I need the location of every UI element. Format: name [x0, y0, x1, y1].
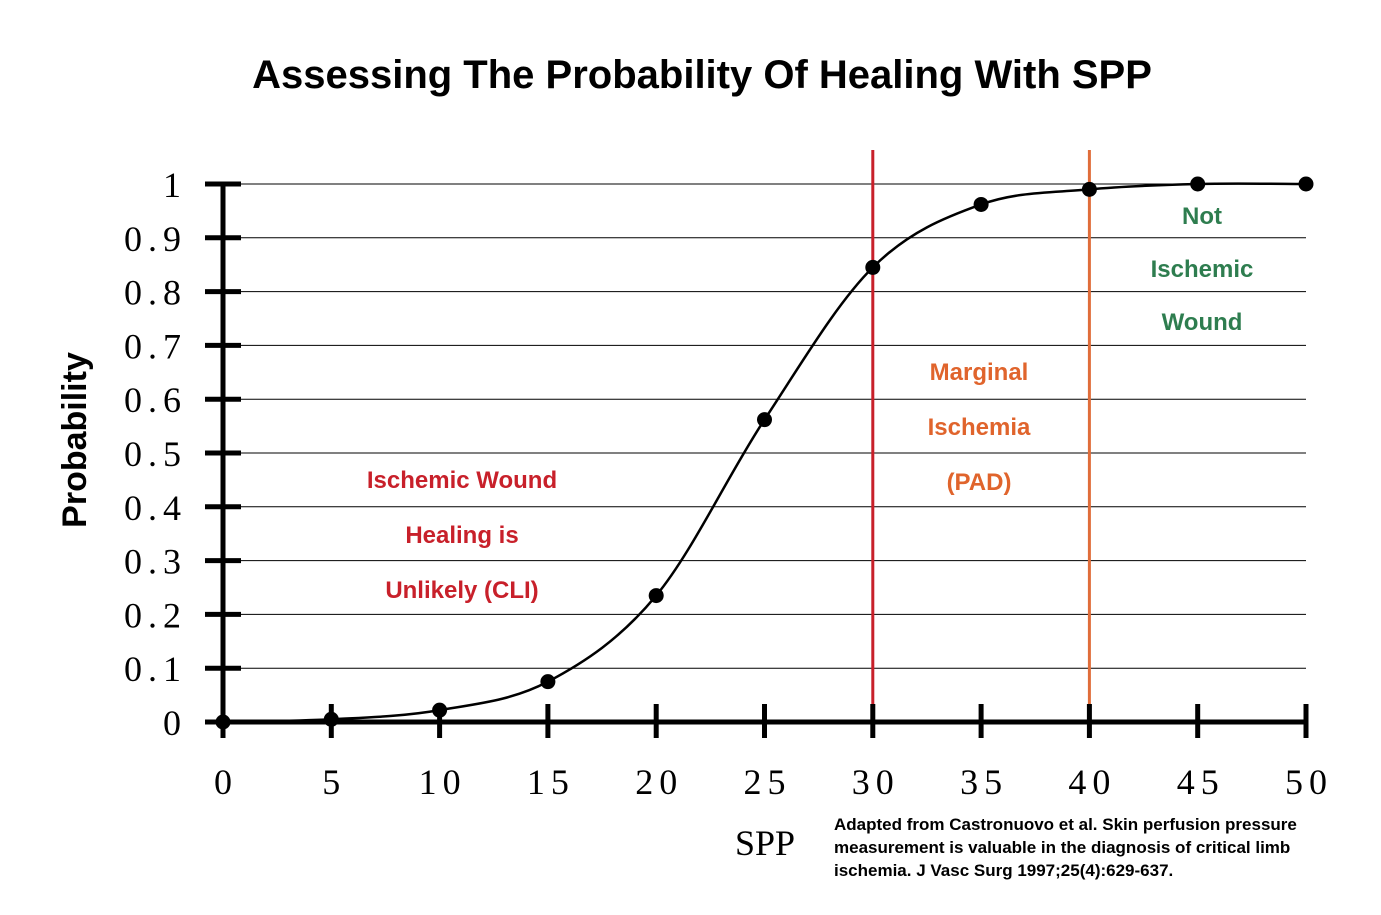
- annotation-cli: Unlikely (CLI): [385, 577, 538, 604]
- citation-line: ischemia. J Vasc Surg 1997;25(4):629-637…: [834, 861, 1173, 880]
- x-tick-label: 15: [527, 762, 575, 802]
- y-tick-label: 0.3: [124, 542, 187, 582]
- x-tick-label: 20: [635, 762, 683, 802]
- data-point: [1190, 176, 1206, 192]
- annotation-marginal-ischemia: Marginal: [930, 359, 1029, 386]
- chart-title: Assessing The Probability Of Healing Wit…: [252, 53, 1152, 97]
- y-tick-labels: 0 0.1 0.2 0.3 0.4 0.5 0.6 0.7 0.8 0.9 1: [124, 165, 187, 743]
- grid-lines: [223, 183, 1306, 669]
- y-tick-label: 0.4: [124, 488, 187, 528]
- x-tick-labels: 0 5 10 15 20 25 30 35 40 45 50: [214, 762, 1333, 802]
- annotation-cli: Ischemic Wound: [367, 467, 557, 494]
- data-point: [215, 714, 231, 730]
- y-tick-label: 0.5: [124, 434, 187, 474]
- y-axis-label: Probability: [56, 352, 94, 528]
- citation: Adapted from Castronuovo et al. Skin per…: [834, 815, 1297, 880]
- x-tick-label: 0: [214, 762, 238, 802]
- annotation-not-ischemic: Not: [1182, 203, 1222, 230]
- threshold-lines: [871, 150, 1091, 722]
- y-tick-label: 0.6: [124, 380, 187, 420]
- x-tick-label: 25: [744, 762, 792, 802]
- annotation-not-ischemic: Wound: [1162, 309, 1243, 336]
- data-point: [323, 711, 339, 727]
- citation-line: Adapted from Castronuovo et al. Skin per…: [834, 815, 1297, 834]
- y-tick-label: 0: [163, 703, 187, 743]
- y-tick-label: 0.8: [124, 273, 187, 313]
- x-axis-label: SPP: [735, 823, 795, 863]
- y-tick-label: 0.7: [124, 326, 187, 366]
- annotation-marginal-ischemia: Ischemia: [928, 414, 1031, 441]
- data-point: [973, 196, 989, 212]
- x-tick-label: 35: [960, 762, 1008, 802]
- data-point: [1081, 181, 1097, 197]
- zone-annotations: Ischemic Wound Healing is Unlikely (CLI) Ma…: [367, 203, 1254, 604]
- annotation-cli: Healing is: [405, 522, 518, 549]
- y-tick-label: 0.1: [124, 649, 187, 689]
- data-point: [540, 674, 556, 690]
- x-tick-label: 45: [1177, 762, 1225, 802]
- y-tick-label: 1: [163, 165, 187, 205]
- x-tick-label: 10: [419, 762, 467, 802]
- x-tick-label: 5: [322, 762, 346, 802]
- x-tick-label: 30: [852, 762, 900, 802]
- data-point: [648, 588, 664, 604]
- series-probability: [215, 176, 1314, 730]
- data-point: [757, 412, 772, 428]
- data-point: [865, 259, 881, 275]
- y-tick-label: 0.9: [124, 219, 187, 259]
- citation-line: measurement is valuable in the diagnosis…: [834, 838, 1290, 857]
- data-point: [432, 702, 448, 718]
- annotation-not-ischemic: Ischemic: [1151, 256, 1254, 283]
- y-tick-label: 0.2: [124, 595, 187, 635]
- annotation-marginal-ischemia: (PAD): [947, 469, 1012, 496]
- x-tick-label: 40: [1068, 762, 1116, 802]
- x-tick-label: 50: [1285, 762, 1333, 802]
- tick-marks: [205, 181, 1309, 738]
- data-point: [1298, 176, 1314, 192]
